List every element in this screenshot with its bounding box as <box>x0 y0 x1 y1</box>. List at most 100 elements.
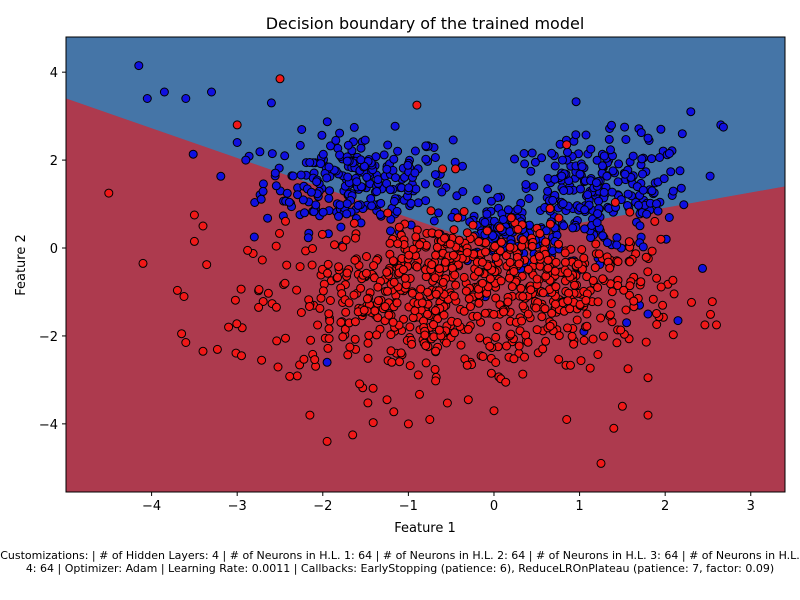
plot-frame <box>65 36 786 493</box>
data-point <box>258 297 268 306</box>
data-point <box>296 308 306 317</box>
data-point <box>305 410 315 420</box>
data-point <box>686 107 696 117</box>
data-point <box>333 273 342 282</box>
data-point <box>407 288 417 298</box>
scatter-points <box>104 61 728 468</box>
data-point <box>258 186 268 196</box>
data-point <box>610 197 620 207</box>
data-point <box>514 259 524 269</box>
data-point <box>266 98 276 108</box>
data-point <box>296 170 306 180</box>
data-point <box>348 430 358 440</box>
data-point <box>687 297 696 307</box>
data-point <box>420 330 430 340</box>
data-point <box>607 287 617 297</box>
data-point <box>448 250 458 260</box>
data-point <box>548 195 558 205</box>
data-point <box>499 307 509 317</box>
data-point <box>652 309 661 318</box>
data-point <box>411 232 421 242</box>
data-point <box>177 329 187 339</box>
data-point <box>249 232 259 242</box>
data-point <box>429 320 438 330</box>
data-point <box>594 196 603 206</box>
data-point <box>421 141 431 151</box>
data-point <box>230 295 240 305</box>
data-point <box>554 239 563 249</box>
data-point <box>342 209 352 219</box>
data-point <box>565 304 575 314</box>
data-point <box>280 151 290 161</box>
data-point <box>489 406 499 416</box>
data-point <box>558 155 567 165</box>
data-point <box>350 317 360 327</box>
data-point <box>408 244 418 254</box>
data-point <box>468 220 478 230</box>
data-point <box>554 354 564 364</box>
y-tick-label: 2 <box>50 154 58 169</box>
data-point <box>454 235 464 245</box>
data-point <box>256 194 266 204</box>
data-point <box>412 262 422 272</box>
data-point <box>638 242 648 252</box>
data-point <box>330 240 339 250</box>
data-point <box>355 379 365 389</box>
data-point <box>299 354 309 364</box>
data-point <box>363 398 373 408</box>
data-point <box>282 260 292 270</box>
data-point <box>462 248 472 257</box>
data-point <box>410 168 420 178</box>
data-point <box>551 299 560 309</box>
data-point <box>509 267 519 276</box>
data-point <box>550 161 560 171</box>
data-point <box>372 330 382 340</box>
data-point <box>656 124 666 134</box>
data-point <box>474 298 484 308</box>
data-point <box>507 282 517 292</box>
data-point <box>403 419 413 429</box>
data-point <box>342 199 352 209</box>
data-point <box>305 302 314 311</box>
data-point <box>400 273 410 283</box>
data-point <box>527 148 537 158</box>
data-point <box>236 284 246 294</box>
data-point <box>385 238 395 248</box>
data-point <box>452 191 462 201</box>
data-point <box>356 155 366 165</box>
data-point <box>392 206 402 216</box>
data-point <box>557 171 567 181</box>
data-point <box>461 286 471 296</box>
data-point <box>389 277 399 287</box>
data-point <box>537 312 547 322</box>
data-point <box>134 61 144 71</box>
data-point <box>410 146 420 156</box>
data-point <box>582 309 592 319</box>
data-point <box>307 260 317 270</box>
data-point <box>564 288 574 298</box>
data-point <box>643 410 653 420</box>
data-point <box>450 328 459 338</box>
data-point <box>315 303 325 313</box>
data-point <box>386 330 396 340</box>
data-point <box>288 171 298 181</box>
data-point <box>399 314 409 324</box>
data-point <box>585 363 595 373</box>
data-point <box>459 207 469 216</box>
data-point <box>407 339 417 349</box>
data-point <box>613 281 623 290</box>
data-point <box>404 250 414 260</box>
data-point <box>181 94 191 103</box>
data-point <box>282 188 292 198</box>
data-point <box>572 315 582 325</box>
data-point <box>325 186 334 196</box>
data-point <box>241 155 251 165</box>
data-point <box>434 264 444 274</box>
data-point <box>563 296 573 306</box>
data-point <box>456 340 466 350</box>
data-point <box>547 308 557 318</box>
y-tick-label: 0 <box>50 242 58 257</box>
data-point <box>521 180 531 189</box>
data-point <box>353 200 363 210</box>
